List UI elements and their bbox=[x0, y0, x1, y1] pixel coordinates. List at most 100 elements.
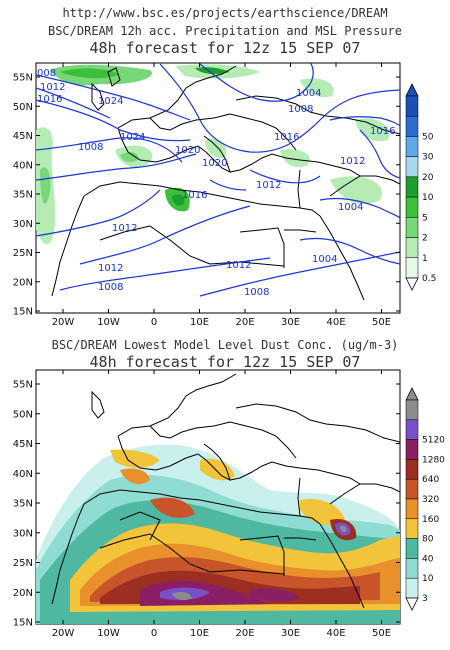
isobar-label: 1012 bbox=[226, 260, 251, 271]
lon-tick-label: 40E bbox=[326, 628, 345, 639]
precip-patches bbox=[36, 64, 390, 245]
colorbar-label: 640 bbox=[422, 475, 439, 485]
isobar-label: 1016 bbox=[182, 190, 207, 201]
top-title-line2: 48h forecast for 12z 15 SEP 07 bbox=[89, 39, 361, 57]
isobar-label: 1012 bbox=[98, 263, 123, 274]
colorbar-label: 10 bbox=[422, 574, 434, 584]
lon-tick-label: 50E bbox=[372, 317, 391, 328]
lon-tick-label: 20W bbox=[52, 317, 75, 328]
isobar-label: 1024 bbox=[120, 132, 145, 143]
colorbar-segment bbox=[405, 115, 419, 137]
colorbar-segment bbox=[405, 95, 419, 117]
isobar-label: 1008 bbox=[244, 287, 269, 298]
colorbar-segment bbox=[405, 257, 419, 279]
colorbar-label: 50 bbox=[422, 132, 434, 142]
colorbar-arrow-bottom bbox=[405, 597, 419, 611]
dust-colorbar: 3 10 40 80 160 320 640 1280 5120 bbox=[405, 387, 445, 611]
colorbar-label: 30 bbox=[422, 153, 434, 163]
lat-tick-label: 45N bbox=[13, 439, 33, 450]
colorbar-segment bbox=[405, 196, 419, 218]
lat-tick-label: 55N bbox=[13, 380, 33, 391]
lat-tick-label: 55N bbox=[13, 73, 33, 84]
colorbar-label: 1280 bbox=[422, 455, 445, 465]
top-axes: 20W 10W 0 10E 20E 30E 40E 50E 55N 50N 45N 40N 35N 30N… bbox=[13, 63, 400, 328]
colorbar-arrow-bottom bbox=[405, 277, 419, 291]
colorbar-label: 2 bbox=[422, 234, 428, 244]
isobar-label: 1016 bbox=[37, 94, 62, 105]
lon-tick-label: 30E bbox=[281, 628, 300, 639]
lon-tick-label: 0 bbox=[151, 317, 157, 328]
lon-tick-label: 40E bbox=[326, 317, 345, 328]
lon-tick-label: 10E bbox=[190, 317, 209, 328]
colorbar-label: 10 bbox=[422, 193, 434, 203]
lon-tick-label: 10W bbox=[97, 628, 120, 639]
lat-tick-label: 15N bbox=[13, 307, 33, 318]
dust-map-panel: 20W 10W 0 10E 20E 30E 40E 50E 55N 50N 45N 40N 35N 30N… bbox=[13, 369, 445, 639]
lat-tick-label: 35N bbox=[13, 499, 33, 510]
bottom-title-line1: BSC/DREAM Lowest Model Level Dust Conc. … bbox=[51, 338, 399, 352]
colorbar-label: 3 bbox=[422, 594, 428, 604]
isobar-label: 1004 bbox=[312, 254, 337, 265]
colorbar-segment bbox=[405, 136, 419, 157]
lon-tick-label: 50E bbox=[372, 628, 391, 639]
isobar-label: 1008 bbox=[78, 142, 103, 153]
lat-tick-label: 40N bbox=[13, 160, 33, 171]
lon-tick-label: 20W bbox=[52, 628, 75, 639]
isobar-lines bbox=[36, 63, 400, 297]
lat-tick-label: 20N bbox=[13, 277, 33, 288]
colorbar-label: 80 bbox=[422, 535, 434, 545]
lon-tick-label: 10W bbox=[97, 317, 120, 328]
isobar-label: 1020 bbox=[202, 158, 227, 169]
isobar-label: 1016 bbox=[274, 132, 299, 143]
isobar-label: 008 bbox=[37, 68, 56, 79]
bottom-title-line2: 48h forecast for 12z 15 SEP 07 bbox=[89, 353, 361, 371]
colorbar-arrow-top bbox=[405, 387, 419, 401]
lon-tick-label: 20E bbox=[235, 317, 254, 328]
lat-tick-label: 45N bbox=[13, 131, 33, 142]
colorbar-arrow-top bbox=[405, 83, 419, 97]
bottom-axes: 20W 10W 0 10E 20E 30E 40E 50E 55N 50N 45N 40N 35N 30N… bbox=[13, 370, 400, 639]
lat-tick-label: 40N bbox=[13, 469, 33, 480]
colorbar-segment bbox=[405, 237, 419, 259]
colorbar-segment bbox=[405, 538, 419, 559]
lat-tick-label: 25N bbox=[13, 248, 33, 259]
colorbar-label: 40 bbox=[422, 554, 434, 564]
lon-tick-label: 20E bbox=[235, 628, 254, 639]
isobar-label: 1004 bbox=[296, 88, 321, 99]
isobar-label: 1012 bbox=[340, 156, 365, 167]
lon-tick-label: 10E bbox=[190, 628, 209, 639]
dust-fields bbox=[36, 444, 400, 624]
colorbar-segment bbox=[405, 518, 419, 539]
isobar-label: 1016 bbox=[370, 126, 395, 137]
lon-tick-label: 30E bbox=[281, 317, 300, 328]
isobar-label: 1012 bbox=[256, 180, 281, 191]
isobar-labels: 008 1012 1016 1024 1004 1008 1016 1024 1… bbox=[37, 68, 395, 298]
colorbar-segment bbox=[405, 577, 419, 599]
colorbar-label: 0.5 bbox=[422, 274, 436, 284]
colorbar-label: 5 bbox=[422, 213, 428, 223]
lat-tick-label: 30N bbox=[13, 528, 33, 539]
colorbar-label: 160 bbox=[422, 515, 439, 525]
lon-tick-label: 0 bbox=[151, 628, 157, 639]
colorbar-label: 20 bbox=[422, 173, 434, 183]
isobar-label: 1008 bbox=[98, 282, 123, 293]
colorbar-segment bbox=[405, 459, 419, 480]
lat-tick-label: 25N bbox=[13, 558, 33, 569]
lat-tick-label: 15N bbox=[13, 618, 33, 629]
colorbar-segment bbox=[405, 478, 419, 500]
colorbar-segment bbox=[405, 558, 419, 579]
coastlines-bottom bbox=[51, 373, 400, 609]
top-title-line1: BSC/DREAM 12h acc. Precipitation and MSL… bbox=[47, 24, 402, 38]
precip-colorbar: 0.5 1 2 5 10 20 30 50 bbox=[405, 83, 436, 291]
colorbar-label: 320 bbox=[422, 495, 439, 505]
colorbar-segment bbox=[405, 156, 419, 178]
isobar-label: 1024 bbox=[98, 96, 123, 107]
isobar-label: 1004 bbox=[338, 202, 363, 213]
lat-tick-label: 20N bbox=[13, 588, 33, 599]
lat-tick-label: 30N bbox=[13, 219, 33, 230]
colorbar-segment bbox=[405, 439, 419, 460]
colorbar-label: 1 bbox=[422, 254, 428, 264]
colorbar-segment bbox=[405, 419, 419, 440]
isobar-label: 1012 bbox=[40, 82, 65, 93]
